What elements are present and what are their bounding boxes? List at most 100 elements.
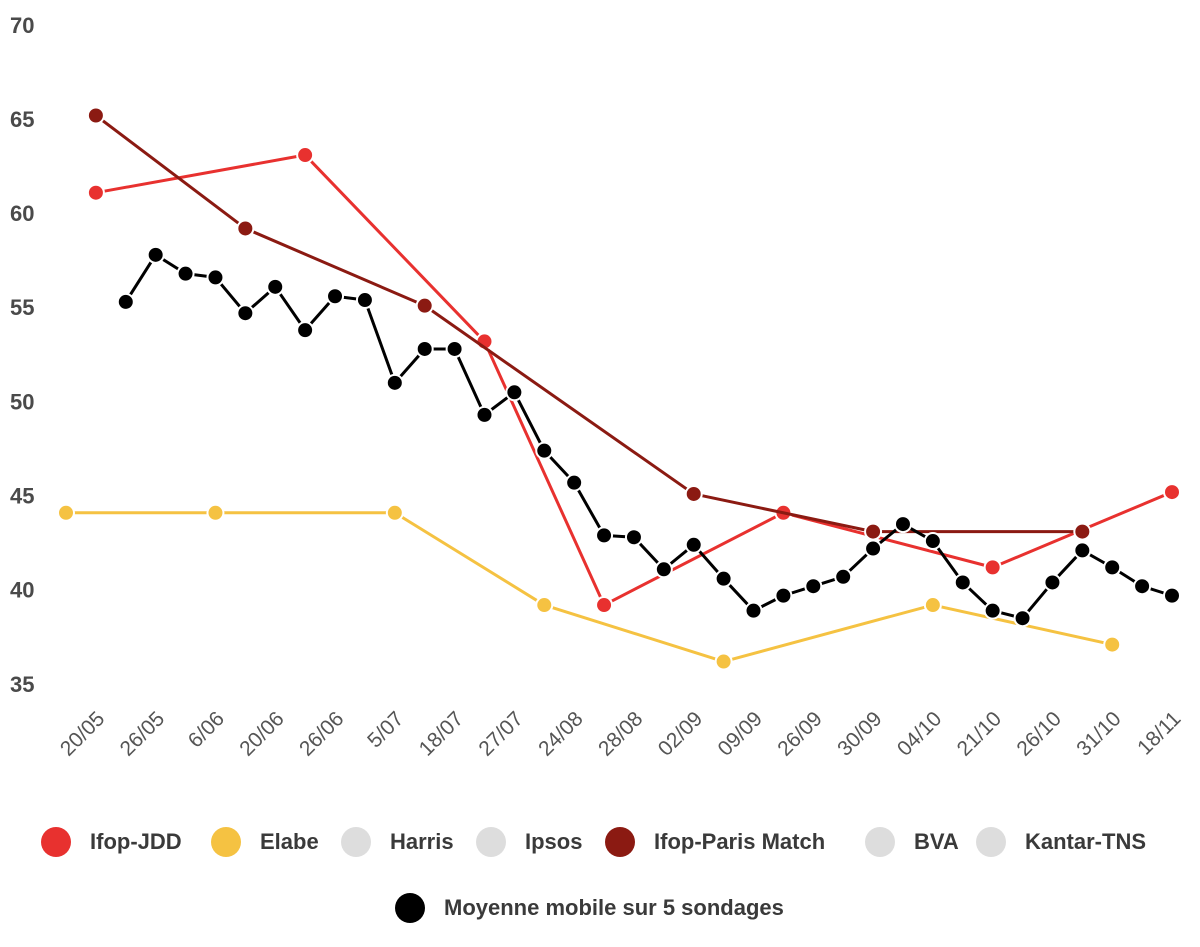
legend-marker[interactable] (976, 827, 1006, 857)
x-tick-label: 6/06 (184, 707, 229, 752)
data-point (684, 535, 703, 554)
legend-label[interactable]: BVA (914, 829, 959, 854)
legend-label[interactable]: Ifop-JDD (90, 829, 182, 854)
data-point (804, 577, 823, 596)
data-point (624, 528, 643, 547)
data-point (774, 586, 793, 605)
y-tick-label: 70 (10, 13, 34, 38)
data-point (236, 219, 255, 238)
data-point (1163, 483, 1181, 502)
x-tick-label: 18/07 (415, 707, 468, 760)
x-tick-label: 31/10 (1072, 707, 1125, 760)
data-point (953, 573, 972, 592)
y-tick-label: 40 (10, 578, 34, 603)
data-point (684, 484, 703, 503)
data-point (146, 245, 165, 264)
x-tick-label: 20/05 (56, 707, 109, 760)
data-point (834, 567, 853, 586)
data-point (57, 503, 75, 522)
x-tick-label: 20/06 (235, 707, 288, 760)
data-point (595, 526, 614, 545)
data-point (744, 601, 763, 620)
data-point (206, 503, 225, 522)
data-point (236, 304, 255, 323)
x-tick-label: 28/08 (594, 707, 647, 760)
data-point (1043, 573, 1062, 592)
data-point (1103, 635, 1122, 654)
legend-marker[interactable] (211, 827, 241, 857)
data-point (1073, 522, 1092, 541)
data-point (86, 106, 105, 125)
data-point (445, 339, 464, 358)
legend-marker[interactable] (865, 827, 895, 857)
data-point (565, 473, 584, 492)
legend-label[interactable]: Ipsos (525, 829, 582, 854)
data-point (864, 522, 883, 541)
data-point (116, 292, 135, 311)
data-point (176, 264, 195, 283)
data-point (714, 652, 733, 671)
y-tick-label: 55 (10, 295, 34, 320)
y-tick-label: 35 (10, 672, 34, 697)
data-point (266, 277, 285, 296)
data-point (535, 596, 554, 615)
legend-marker[interactable] (605, 827, 635, 857)
y-tick-label: 65 (10, 107, 34, 132)
data-point (1133, 577, 1152, 596)
x-tick-label: 26/06 (295, 707, 348, 760)
data-point (983, 601, 1002, 620)
x-tick-label: 04/10 (893, 707, 946, 760)
data-point (1163, 586, 1181, 605)
legend-label[interactable]: Elabe (260, 829, 319, 854)
x-tick-label: 18/11 (1133, 707, 1185, 759)
x-tick-label: 27/07 (474, 707, 527, 760)
data-point (923, 596, 942, 615)
data-point (415, 296, 434, 315)
legend-label[interactable]: Moyenne mobile sur 5 sondages (444, 895, 784, 920)
data-point (296, 321, 315, 340)
data-point (714, 569, 733, 588)
data-point (535, 441, 554, 460)
data-point (595, 596, 614, 615)
x-tick-label: 02/09 (654, 707, 707, 760)
data-point (1073, 541, 1092, 560)
legend-label[interactable]: Harris (390, 829, 454, 854)
x-tick-label: 21/10 (953, 707, 1006, 760)
data-point (206, 268, 225, 287)
data-point (864, 539, 883, 558)
legend-marker[interactable] (476, 827, 506, 857)
x-tick-label: 26/09 (773, 707, 826, 760)
legend-marker[interactable] (41, 827, 71, 857)
series-line (124, 253, 1173, 620)
y-tick-label: 60 (10, 201, 34, 226)
data-point (385, 373, 404, 392)
y-tick-label: 45 (10, 484, 34, 509)
data-point (326, 287, 345, 306)
legend-marker[interactable] (341, 827, 371, 857)
data-point (893, 515, 912, 534)
x-tick-label: 26/10 (1012, 707, 1065, 760)
x-tick-label: 24/08 (534, 707, 587, 760)
x-tick-label: 09/09 (714, 707, 767, 760)
data-point (923, 532, 942, 551)
data-point (475, 405, 494, 424)
data-point (654, 560, 673, 579)
data-point (296, 146, 315, 165)
data-point (385, 503, 404, 522)
y-tick-label: 50 (10, 389, 34, 414)
legend-label[interactable]: Ifop-Paris Match (654, 829, 825, 854)
data-point (86, 183, 105, 202)
legend-marker[interactable] (395, 893, 425, 923)
data-point (1103, 558, 1122, 577)
legend-label[interactable]: Kantar-TNS (1025, 829, 1146, 854)
data-point (1013, 609, 1032, 628)
data-point (983, 558, 1002, 577)
data-point (415, 339, 434, 358)
x-tick-label: 5/07 (363, 707, 408, 752)
data-point (505, 383, 524, 402)
x-tick-label: 30/09 (833, 707, 886, 760)
series-line (94, 114, 1083, 534)
x-tick-label: 26/05 (116, 707, 169, 760)
data-point (355, 291, 374, 310)
